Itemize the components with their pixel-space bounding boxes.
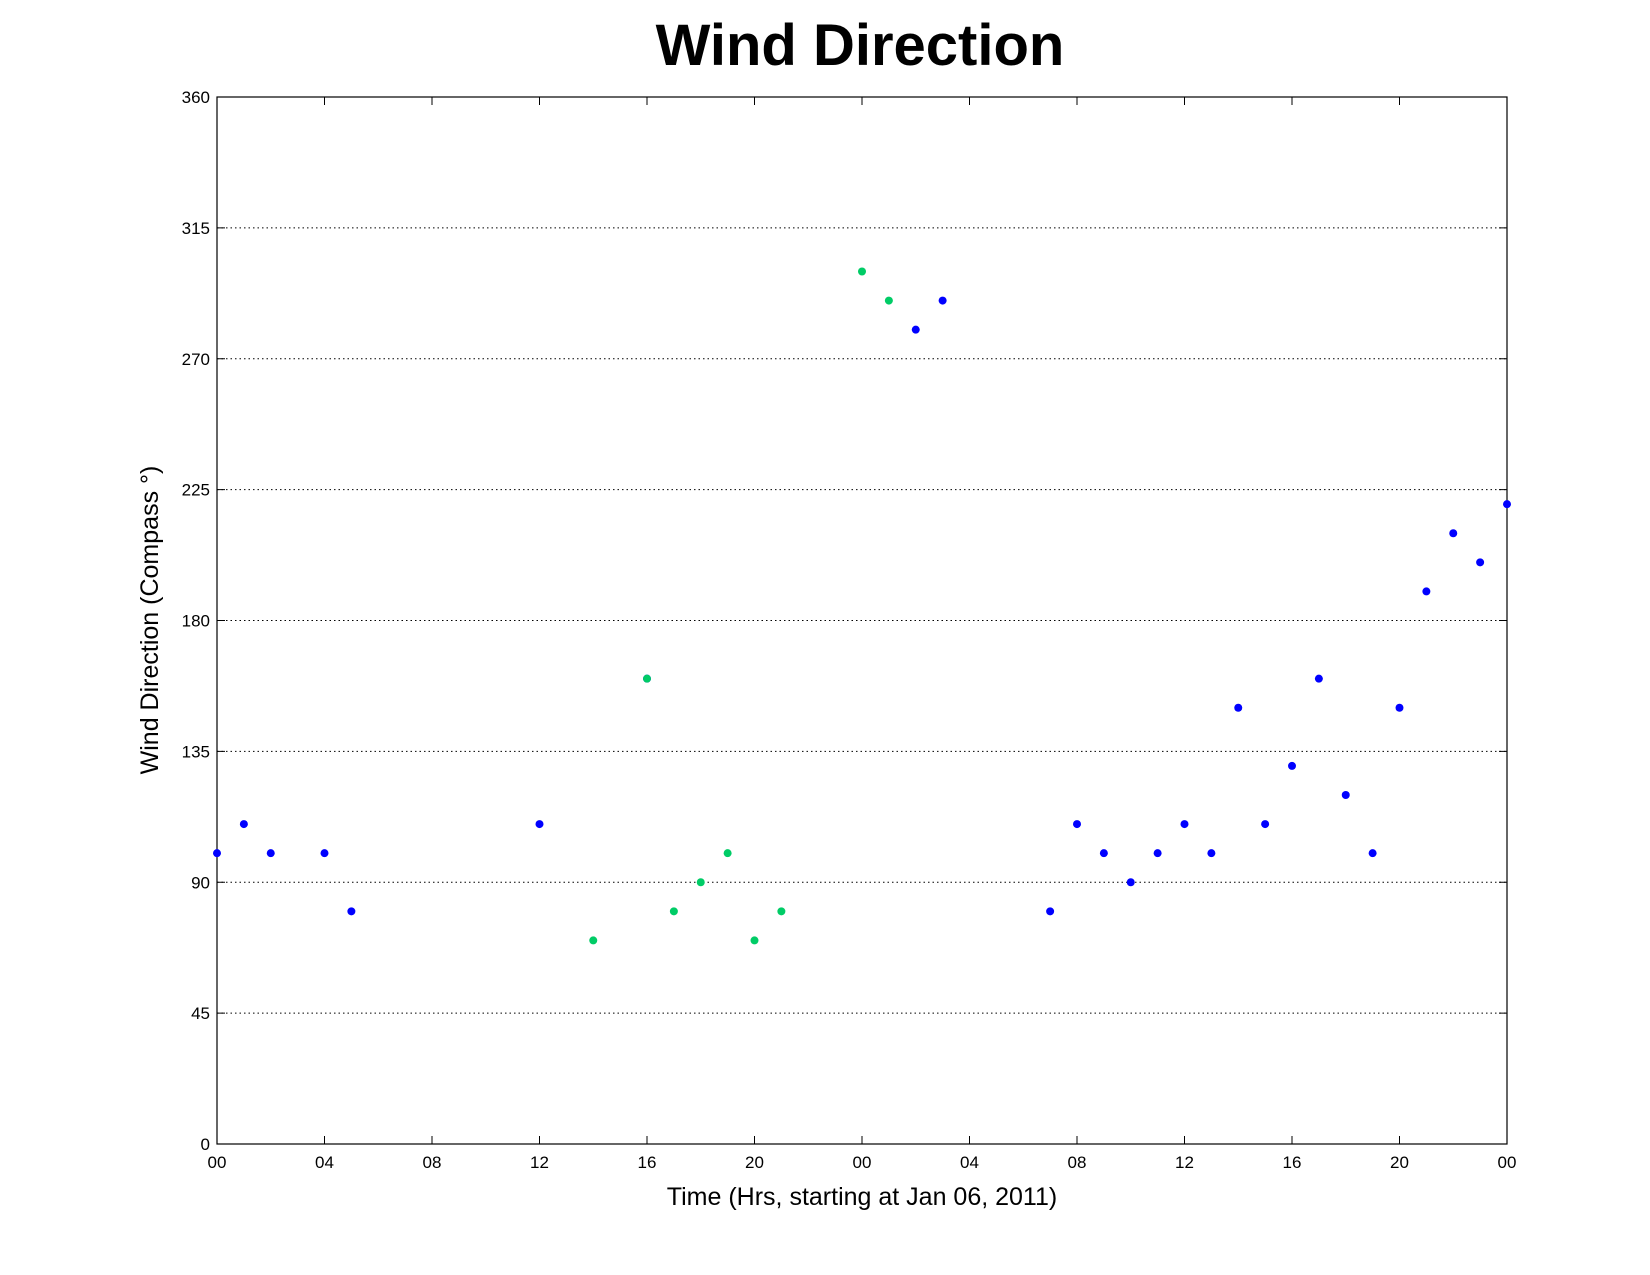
x-tick-label: 20	[1390, 1153, 1409, 1172]
y-tick-label: 90	[191, 873, 210, 892]
y-tick-label: 270	[182, 350, 210, 369]
data-point	[347, 907, 356, 916]
x-tick-label: 00	[853, 1153, 872, 1172]
data-point	[858, 267, 866, 276]
data-point	[1395, 703, 1404, 712]
data-point	[1476, 558, 1485, 567]
y-tick-label: 225	[182, 481, 210, 500]
data-point	[1180, 820, 1189, 829]
data-point	[266, 849, 275, 858]
data-point	[777, 907, 786, 916]
y-tick-label: 315	[182, 219, 210, 238]
x-tick-label: 16	[638, 1153, 657, 1172]
data-point	[1341, 791, 1350, 799]
data-point	[1368, 849, 1377, 858]
x-tick-label: 08	[423, 1153, 442, 1172]
data-point	[1503, 500, 1511, 509]
data-points	[213, 267, 1511, 945]
data-point	[750, 936, 759, 945]
data-point	[1073, 820, 1081, 829]
y-tick-label: 360	[182, 88, 210, 107]
data-point	[1153, 849, 1162, 858]
grid-lines	[217, 227, 1507, 1014]
y-tick-label: 0	[201, 1135, 210, 1154]
x-tick-label: 08	[1068, 1153, 1087, 1172]
data-point	[911, 325, 920, 334]
data-point	[1046, 907, 1055, 916]
x-tick-label: 00	[1498, 1153, 1517, 1172]
data-point	[669, 907, 678, 916]
data-point	[723, 849, 732, 858]
y-tick-label: 135	[182, 742, 210, 761]
data-point	[938, 296, 947, 305]
axis-ticks: 0 45 90 135 180 225 270 315 360 00 04 08 12 16 20 00 04 0…	[182, 88, 1517, 1172]
data-point	[1207, 849, 1216, 858]
y-tick-label: 45	[191, 1004, 210, 1023]
x-tick-label: 00	[208, 1153, 227, 1172]
x-tick-label: 04	[960, 1153, 979, 1172]
x-tick-label: 20	[745, 1153, 764, 1172]
data-point	[1126, 878, 1135, 887]
data-point	[535, 820, 544, 829]
data-point	[1449, 529, 1458, 538]
data-point	[320, 849, 329, 858]
data-point	[239, 820, 248, 829]
x-tick-label: 12	[530, 1153, 549, 1172]
data-point	[589, 936, 598, 945]
x-tick-label: 12	[1175, 1153, 1194, 1172]
data-point	[1314, 674, 1323, 683]
x-tick-label: 04	[315, 1153, 334, 1172]
data-point	[1288, 761, 1296, 770]
data-point	[1234, 703, 1243, 712]
y-tick-label: 180	[182, 612, 210, 631]
chart-title: Wind Direction	[655, 13, 1065, 78]
data-point	[643, 674, 651, 683]
data-point	[213, 849, 221, 858]
x-axis-label: Time (Hrs, starting at Jan 06, 2011)	[667, 1183, 1057, 1211]
data-point	[696, 878, 705, 887]
x-tick-label: 16	[1283, 1153, 1302, 1172]
y-axis-label: Wind Direction (Compass °)	[136, 466, 164, 775]
data-point	[1422, 587, 1431, 596]
data-point	[884, 296, 893, 305]
data-point	[1099, 849, 1108, 858]
data-point	[1261, 820, 1270, 829]
